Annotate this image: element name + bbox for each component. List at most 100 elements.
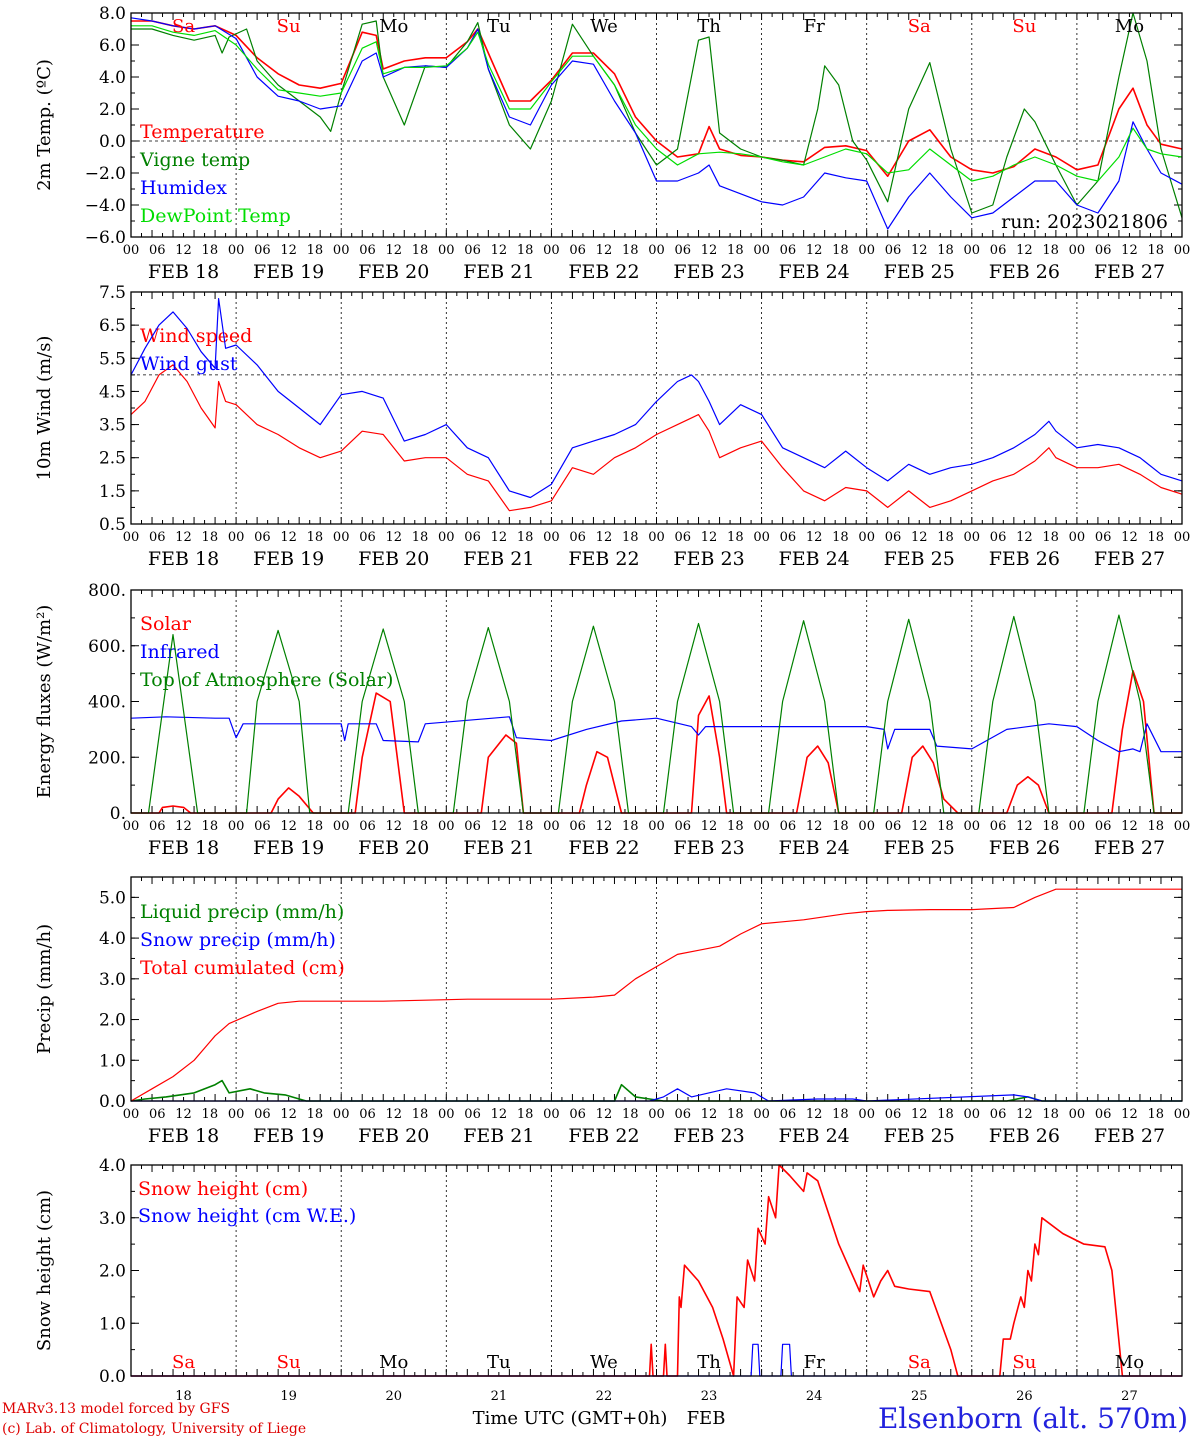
- hour-tick-label: 06: [359, 530, 376, 545]
- hour-tick-label: 18: [1147, 530, 1164, 545]
- day-number-label: 23: [701, 1389, 718, 1404]
- hour-tick-label: 00: [543, 819, 560, 834]
- date-label: FEB 24: [779, 837, 850, 859]
- legend-label: Wind gust: [140, 353, 238, 375]
- hour-tick-label: 06: [885, 243, 902, 258]
- y-tick-label: 1.0: [99, 1314, 126, 1334]
- hour-tick-label: 00: [438, 1107, 455, 1122]
- hour-tick-label: 06: [990, 530, 1007, 545]
- hour-tick-label: 06: [990, 243, 1007, 258]
- y-axis-title: 2m Temp. (ºC): [34, 59, 55, 191]
- hour-tick-label: 12: [175, 819, 192, 834]
- date-label: FEB 18: [148, 1125, 219, 1147]
- hour-tick-label: 18: [1147, 819, 1164, 834]
- date-label: FEB 27: [1094, 548, 1165, 570]
- plot-frame: [130, 291, 1183, 525]
- y-tick-label: 0.0: [99, 1367, 126, 1387]
- x-axis-title: Time UTC (GMT+0h): [473, 1408, 668, 1429]
- hour-tick-label: 18: [1042, 243, 1059, 258]
- hour-tick-label: 00: [228, 819, 245, 834]
- hour-tick-label: 12: [491, 1107, 508, 1122]
- hour-tick-label: 00: [1174, 819, 1191, 834]
- hour-tick-label: 12: [806, 243, 823, 258]
- day-number-label: 19: [280, 1389, 297, 1404]
- legend-label: Liquid precip (mm/h): [140, 901, 344, 923]
- hour-tick-label: 06: [780, 530, 797, 545]
- hour-tick-label: 00: [1069, 819, 1086, 834]
- hour-tick-label: 18: [727, 530, 744, 545]
- hour-tick-label: 00: [333, 819, 350, 834]
- hour-tick-label: 12: [596, 1107, 613, 1122]
- date-label: FEB 21: [463, 837, 534, 859]
- footer-credit-model: MARv3.13 model forced by GFS: [2, 1401, 230, 1417]
- weekday-label: Fr: [804, 1352, 825, 1373]
- y-tick-label: −4.0: [85, 196, 126, 216]
- hour-tick-label: 12: [280, 1107, 297, 1122]
- y-tick-label: 3.5: [99, 416, 126, 436]
- hour-tick-label: 06: [464, 243, 481, 258]
- hour-tick-label: 18: [832, 819, 849, 834]
- weekday-label: Tu: [487, 1352, 511, 1373]
- y-tick-label: 2.0: [99, 100, 126, 120]
- hour-tick-label: 00: [858, 819, 875, 834]
- hour-tick-label: 12: [280, 530, 297, 545]
- hour-tick-label: 00: [1069, 530, 1086, 545]
- hour-tick-label: 06: [569, 1107, 586, 1122]
- weekday-label: Th: [697, 1352, 721, 1373]
- hour-tick-label: 00: [438, 819, 455, 834]
- hour-tick-label: 12: [701, 243, 718, 258]
- date-label: FEB 20: [358, 837, 429, 859]
- hour-tick-label: 00: [228, 1107, 245, 1122]
- y-tick-label: 0.: [110, 804, 126, 824]
- plot-frame: [130, 12, 1183, 238]
- hour-tick-label: 12: [911, 819, 928, 834]
- series-line-dewpoint-temp: [131, 25, 1183, 182]
- hour-tick-label: 00: [648, 243, 665, 258]
- date-label: FEB 27: [1094, 1125, 1165, 1147]
- y-tick-label: 4.0: [99, 1156, 126, 1176]
- hour-tick-label: 00: [648, 819, 665, 834]
- hour-tick-label: 00: [438, 530, 455, 545]
- date-label: FEB 26: [989, 1125, 1060, 1147]
- date-label: FEB 19: [253, 837, 324, 859]
- date-label: FEB 25: [884, 261, 955, 283]
- hour-tick-label: 00: [543, 1107, 560, 1122]
- hour-tick-label: 06: [990, 1107, 1007, 1122]
- hour-tick-label: 00: [123, 243, 140, 258]
- hour-tick-label: 18: [622, 530, 639, 545]
- legend-label: Snow height (cm): [138, 1178, 308, 1200]
- hour-tick-label: 18: [1042, 819, 1059, 834]
- hour-tick-label: 00: [333, 1107, 350, 1122]
- hour-tick-label: 06: [254, 819, 271, 834]
- hour-tick-label: 18: [937, 819, 954, 834]
- footer-credit-lab: (c) Lab. of Climatology, University of L…: [2, 1421, 306, 1437]
- date-label: FEB 24: [779, 1125, 850, 1147]
- y-tick-label: 4.5: [99, 382, 126, 402]
- date-label: FEB 22: [568, 548, 639, 570]
- series-line-top-of-atmosphere-solar: [131, 614, 1182, 814]
- date-label: FEB 23: [673, 548, 744, 570]
- hour-tick-label: 06: [780, 1107, 797, 1122]
- weekday-label: We: [590, 16, 618, 37]
- hour-tick-label: 12: [596, 819, 613, 834]
- hour-tick-label: 00: [1069, 1107, 1086, 1122]
- weekday-label: Tu: [487, 16, 511, 37]
- hour-tick-label: 18: [832, 1107, 849, 1122]
- hour-tick-label: 00: [123, 1107, 140, 1122]
- date-label: FEB 25: [884, 837, 955, 859]
- hour-tick-label: 18: [412, 819, 429, 834]
- footer: MARv3.13 model forced by GFS (c) Lab. of…: [2, 1401, 1188, 1437]
- hour-tick-label: 06: [1095, 819, 1112, 834]
- date-label: FEB 21: [463, 261, 534, 283]
- hour-tick-label: 12: [1121, 1107, 1138, 1122]
- hour-tick-label: 00: [648, 1107, 665, 1122]
- hour-tick-label: 12: [385, 1107, 402, 1122]
- day-number-label: 22: [596, 1389, 613, 1404]
- weekday-label: Sa: [172, 16, 195, 37]
- hour-tick-label: 12: [596, 530, 613, 545]
- legend-label: Solar: [140, 613, 192, 635]
- hour-tick-label: 00: [1174, 530, 1191, 545]
- date-label: FEB 26: [989, 837, 1060, 859]
- weekday-label: Th: [697, 16, 721, 37]
